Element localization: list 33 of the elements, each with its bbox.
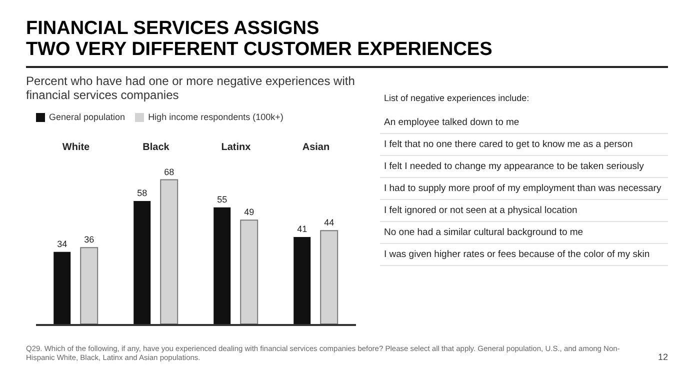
chart-subtitle: Percent who have had one or more negative experiences with financial services companies xyxy=(26,74,356,102)
bar xyxy=(294,237,311,324)
text: 12 xyxy=(658,352,668,362)
x-tick-label: Latinx xyxy=(221,142,252,154)
data-label: 36 xyxy=(84,234,94,245)
chart-title: FINANCIAL SERVICES ASSIGNS TWO VERY DIFFERENT CUSTOMER EXPERIENCES xyxy=(26,18,494,60)
data-label: 68 xyxy=(164,166,174,177)
x-tick-label: White xyxy=(62,142,90,154)
data-label: 49 xyxy=(244,207,254,218)
text: No one had a similar cultural background to me xyxy=(380,222,668,244)
legend-label: High income respondents (100k+) xyxy=(148,112,284,122)
data-label: 58 xyxy=(137,188,148,198)
bar xyxy=(80,247,98,324)
text: I had to supply more proof of my employment than was necessary xyxy=(380,178,668,200)
legend-label: General population xyxy=(49,112,126,122)
data-label: 55 xyxy=(217,194,228,204)
text: I felt I needed to change my appearance to be taken seriously xyxy=(380,156,668,178)
text: An employee talked down to me xyxy=(380,112,668,134)
text: I was given higher rates or fees because of the color of my skin xyxy=(380,244,668,266)
bar xyxy=(54,252,71,324)
data-label: 44 xyxy=(324,218,334,228)
data-label: 41 xyxy=(297,224,308,234)
bar xyxy=(134,200,151,324)
text: List of negative experiences include: xyxy=(383,92,530,105)
text: I felt that no one there cared to get to know me as a person xyxy=(380,134,668,156)
data-label: 34 xyxy=(57,238,68,249)
bar xyxy=(214,207,231,324)
bar xyxy=(160,179,178,324)
bar xyxy=(240,220,258,324)
text: I felt ignored or not seen at a physical location xyxy=(380,200,668,222)
x-tick-label: Asian xyxy=(302,142,330,154)
x-tick-label: Black xyxy=(142,142,170,154)
bar xyxy=(320,230,338,324)
